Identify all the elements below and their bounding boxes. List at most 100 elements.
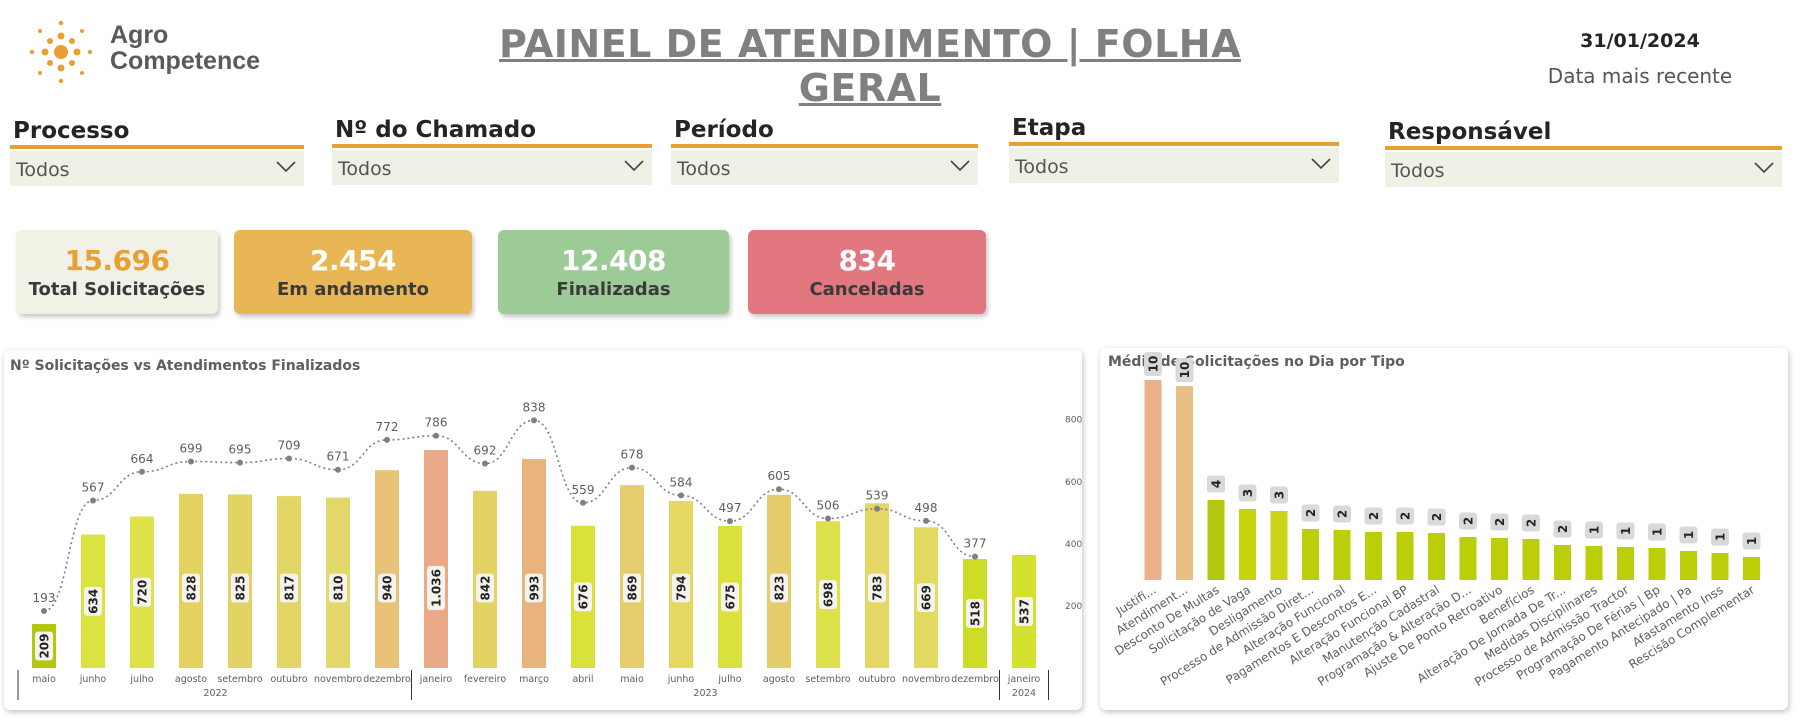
bar-mark[interactable] [1680,551,1697,580]
bar-value-text: 783 [871,575,885,600]
line-point[interactable] [531,417,537,424]
bar-value-label-bg [1333,505,1351,523]
logo-text-agro: Agro [110,21,169,49]
line-point[interactable] [139,468,145,475]
year-label: 2024 [1012,688,1036,699]
line-value-label: 497 [719,501,742,515]
right-axis-tick: 400 [1065,540,1082,550]
periodo-dropdown[interactable]: Todos [671,150,978,185]
bar-value-text: 940 [381,575,395,600]
bar-value-text: 2 [1525,519,1539,527]
bar-value-text: 1 [1745,537,1759,545]
line-value-label: 193 [33,591,56,605]
line-value-label: 699 [180,441,203,455]
line-value-label: 559 [572,483,595,497]
line-point[interactable] [237,459,243,466]
line-point[interactable] [188,458,194,465]
responsavel-dropdown[interactable]: Todos [1385,152,1782,187]
line-point[interactable] [482,460,488,467]
bar-value-text: 2 [1493,518,1507,526]
x-tick-label: outubro [858,674,895,685]
x-tick-label: setembro [805,674,850,685]
dropdown-value: Todos [16,159,70,181]
numero-chamado-dropdown[interactable]: Todos [332,150,652,185]
bar-value-label: 1 [1616,522,1635,540]
bar-value-label: 698 [819,580,837,609]
bar-value-label: 2 [1490,513,1509,531]
bar-value-text: 2 [1304,509,1318,517]
x-tick-label: janeiro [1007,674,1041,685]
bar-value-label-bg [574,582,592,612]
bar-mark[interactable] [424,450,448,668]
bar-mark[interactable] [1459,537,1477,580]
kpi-value: 15.696 [64,244,170,277]
bar-mark[interactable] [1270,511,1288,580]
bar-value-label-bg [1711,528,1729,546]
line-point[interactable] [90,497,96,504]
line-point[interactable] [580,499,586,506]
x-tick-label: novembro [902,674,950,685]
bar-value-text: 10 [1178,362,1192,379]
bar-value-label-bg [1270,486,1288,504]
x-tick-label: setembro [217,674,262,685]
bar-mark[interactable] [1396,532,1414,580]
line-point[interactable] [335,466,341,473]
line-point[interactable] [41,607,47,614]
bar-mark[interactable] [522,459,546,668]
bar-value-label: 2 [1364,507,1383,525]
kpi-card-total: 15.696 Total Solicitações [16,230,218,314]
line-point[interactable] [727,518,733,525]
bar-value-text: 2 [1556,525,1570,533]
year-label: 2022 [203,688,227,699]
line-point[interactable] [776,486,782,493]
dropdown-value: Todos [1391,160,1445,182]
bar-mark[interactable] [1428,533,1445,580]
bar-mark[interactable] [1302,529,1319,580]
bar-mark[interactable] [1176,386,1193,580]
bar-value-label: 2 [1427,508,1446,526]
line-point[interactable] [874,505,880,512]
bar-value-label: 537 [1015,597,1033,626]
line-point[interactable] [825,515,831,522]
bar-mark[interactable] [1617,547,1634,580]
bar-value-label-bg [623,573,641,603]
bar-mark[interactable] [1743,557,1760,580]
bar-value-label-bg [84,586,102,616]
bar-mark[interactable] [1554,545,1571,580]
bar-mark[interactable] [1239,509,1256,580]
bar-mark[interactable] [1365,532,1382,580]
bar-value-label-bg [1207,475,1225,493]
bar-value-label-bg [819,580,837,609]
latest-date-value: 31/01/2024 [1580,30,1700,52]
bar-mark[interactable] [1491,538,1508,580]
bar-mark[interactable] [1207,500,1225,580]
bar-mark[interactable] [1711,553,1729,580]
line-point[interactable] [678,492,684,499]
bar-value-label: 720 [133,577,151,607]
line-point[interactable] [972,553,978,560]
line-point[interactable] [433,432,439,439]
line-value-label: 664 [131,452,154,466]
bar-value-label: 810 [329,573,347,603]
bar-mark[interactable] [1585,546,1603,580]
bar-mark[interactable] [375,470,399,668]
etapa-dropdown[interactable]: Todos [1009,148,1339,183]
bar-value-text: 823 [773,575,787,600]
processo-dropdown[interactable]: Todos [10,151,304,186]
line-point[interactable] [384,436,390,443]
kpi-label: Finalizadas [556,279,671,300]
bar-value-label-bg [525,573,543,603]
bar-mark[interactable] [1333,530,1351,580]
slicer-numero-chamado: Nº do Chamado Todos [332,117,652,185]
bar-mark[interactable] [1144,380,1162,580]
bar-mark[interactable] [1522,539,1540,580]
bar-value-label-bg [1742,532,1761,550]
x-tick-label: junho [667,674,695,685]
bar-mark[interactable] [1648,548,1666,580]
line-point[interactable] [923,517,929,524]
line-point[interactable] [629,464,635,471]
line-value-label: 695 [229,443,252,457]
bar-value-text: 3 [1273,491,1287,499]
bar-value-label: 1 [1648,523,1666,541]
line-point[interactable] [286,455,292,462]
